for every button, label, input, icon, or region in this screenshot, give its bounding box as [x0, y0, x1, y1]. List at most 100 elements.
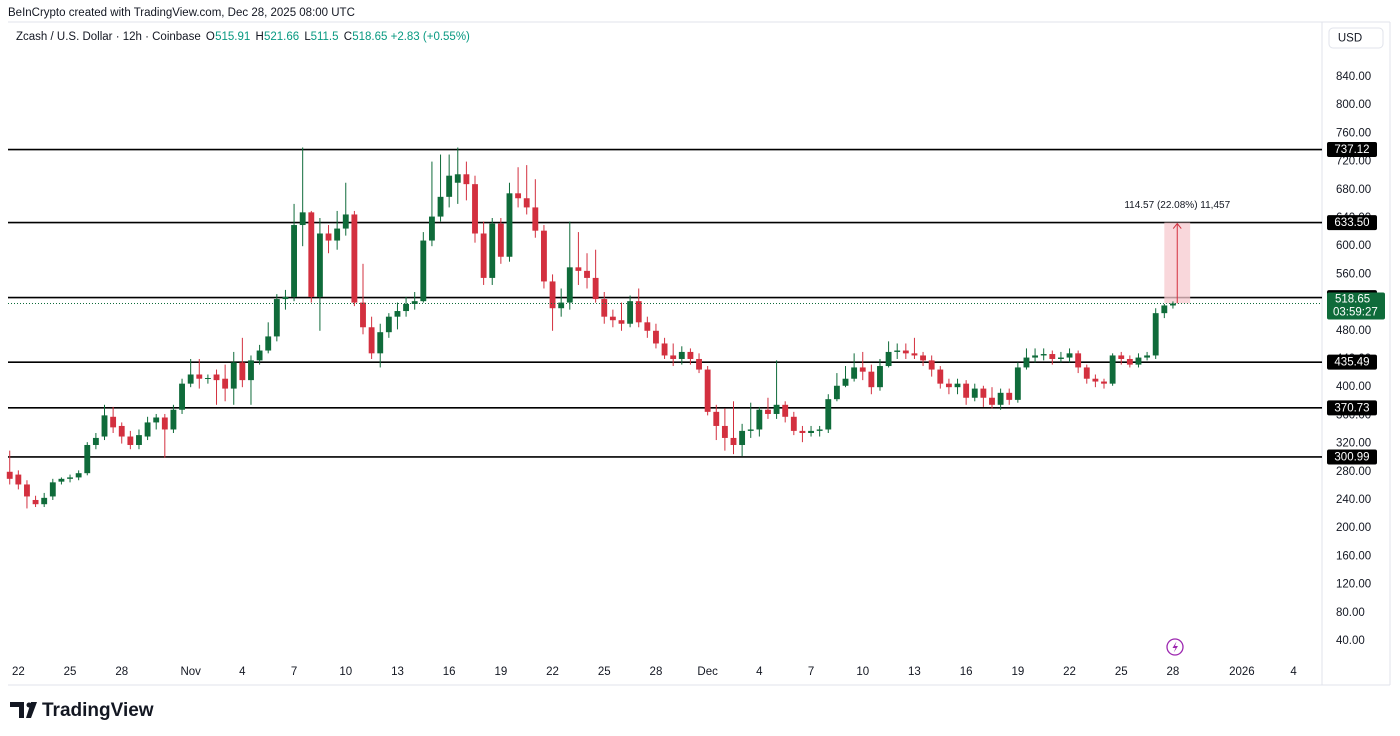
candle-body — [963, 383, 970, 398]
candle-body — [971, 388, 978, 398]
symbol: Zcash / U.S. Dollar · 12h · Coinbase — [16, 31, 201, 43]
candle-body — [385, 316, 392, 333]
candle-body — [248, 360, 254, 381]
level-label: 737.12 — [1334, 144, 1369, 156]
legend-change: +2.83 (+0.55%) — [391, 31, 470, 43]
level-label: 370.73 — [1334, 402, 1369, 414]
candle-body — [161, 417, 168, 430]
candle-body — [368, 327, 375, 354]
price-tag — [1327, 292, 1385, 320]
candle-body — [1126, 358, 1133, 365]
y-tick-label: 800.00 — [1336, 99, 1371, 111]
legend-value: 511.5 — [311, 31, 339, 43]
legend-value: 521.66 — [264, 31, 299, 43]
icon-bolt — [1172, 641, 1178, 653]
candle-body — [609, 316, 616, 321]
candle-body — [790, 416, 797, 431]
x-tick-label: 16 — [443, 666, 456, 678]
candle-body — [118, 425, 125, 437]
candle-body — [1049, 354, 1056, 359]
x-tick-label: 25 — [64, 666, 77, 678]
icon-ring — [1166, 638, 1184, 656]
candle-body — [325, 233, 332, 241]
x-tick-label: 4 — [1290, 666, 1297, 678]
candle-body — [523, 198, 530, 208]
candle-body — [920, 355, 926, 361]
legend-key: O — [206, 31, 215, 43]
candle-body — [618, 320, 625, 324]
candle-body — [730, 437, 737, 445]
legend-key: L — [304, 31, 311, 43]
candle-body — [515, 193, 522, 199]
candle-body — [1092, 378, 1099, 382]
x-tick-label: 4 — [756, 666, 763, 678]
candle-body — [799, 430, 806, 434]
candle-body — [428, 216, 435, 241]
candle-body — [67, 477, 73, 479]
candle-body — [32, 499, 39, 505]
candle-body — [41, 497, 48, 505]
candle-body — [980, 388, 987, 398]
x-tick-label: 16 — [960, 666, 973, 678]
candle-body — [584, 270, 590, 278]
candle-body — [1006, 392, 1013, 400]
measure-label: 114.57 (22.08%) 11,457 — [1124, 200, 1230, 211]
candle-body — [859, 367, 866, 372]
candle-body — [49, 482, 56, 497]
candle-body — [101, 415, 108, 437]
candle-body — [75, 473, 82, 478]
candle-body — [989, 397, 995, 405]
currency[interactable]: USD — [1338, 33, 1362, 45]
candle-body — [1170, 303, 1176, 306]
candle-body — [661, 343, 668, 356]
x-tick-label: 22 — [1063, 666, 1076, 678]
candle-body — [213, 374, 220, 381]
legend-key: H — [255, 31, 263, 43]
candle-body — [308, 212, 315, 297]
candle-body — [532, 207, 539, 231]
candle-body — [997, 392, 1004, 405]
candle-body — [601, 299, 608, 317]
y-tick-label: 680.00 — [1336, 184, 1371, 196]
x-tick-label: 7 — [808, 666, 814, 678]
x-tick-label: 19 — [494, 666, 507, 678]
x-tick-label: Nov — [180, 666, 201, 678]
candle-body — [566, 267, 573, 303]
candle-body — [1023, 357, 1030, 368]
candle-body — [696, 358, 702, 370]
candle-body — [1109, 355, 1116, 384]
candle-body — [256, 350, 263, 361]
replay-icon[interactable] — [1166, 638, 1184, 656]
candle-body — [945, 383, 952, 388]
candle-body — [1118, 355, 1125, 359]
candle-body — [808, 430, 814, 434]
x-tick-label: 22 — [546, 666, 559, 678]
candle-body — [144, 422, 151, 437]
countdown: 03:59:27 — [1333, 307, 1378, 319]
candle-body — [687, 351, 694, 359]
y-tick-label: 400.00 — [1336, 381, 1371, 393]
currency-button[interactable] — [1328, 27, 1384, 49]
candle-body — [299, 212, 306, 226]
candle-body — [6, 471, 13, 479]
y-tick-label: 40.00 — [1336, 635, 1365, 647]
y-tick-label: 840.00 — [1336, 71, 1371, 83]
level-label: 633.50 — [1334, 217, 1369, 229]
candle-body — [592, 277, 599, 300]
plot: 114.57 (22.08%) 11,457 — [6, 147, 1322, 509]
level-label: 300.99 — [1334, 452, 1369, 464]
candle-body — [937, 369, 944, 384]
y-tick-label: 600.00 — [1336, 240, 1371, 252]
candle-body — [721, 425, 728, 438]
candle-body — [84, 444, 91, 474]
candle-body — [187, 374, 194, 384]
candle-body — [136, 435, 142, 445]
candle-body — [894, 350, 901, 352]
level-tag — [1327, 449, 1377, 465]
level-tag — [1327, 142, 1377, 158]
y-tick-label: 120.00 — [1336, 579, 1371, 591]
candle-body — [644, 322, 651, 331]
candle-body — [756, 409, 763, 430]
price-label: 518.65 — [1335, 294, 1370, 306]
